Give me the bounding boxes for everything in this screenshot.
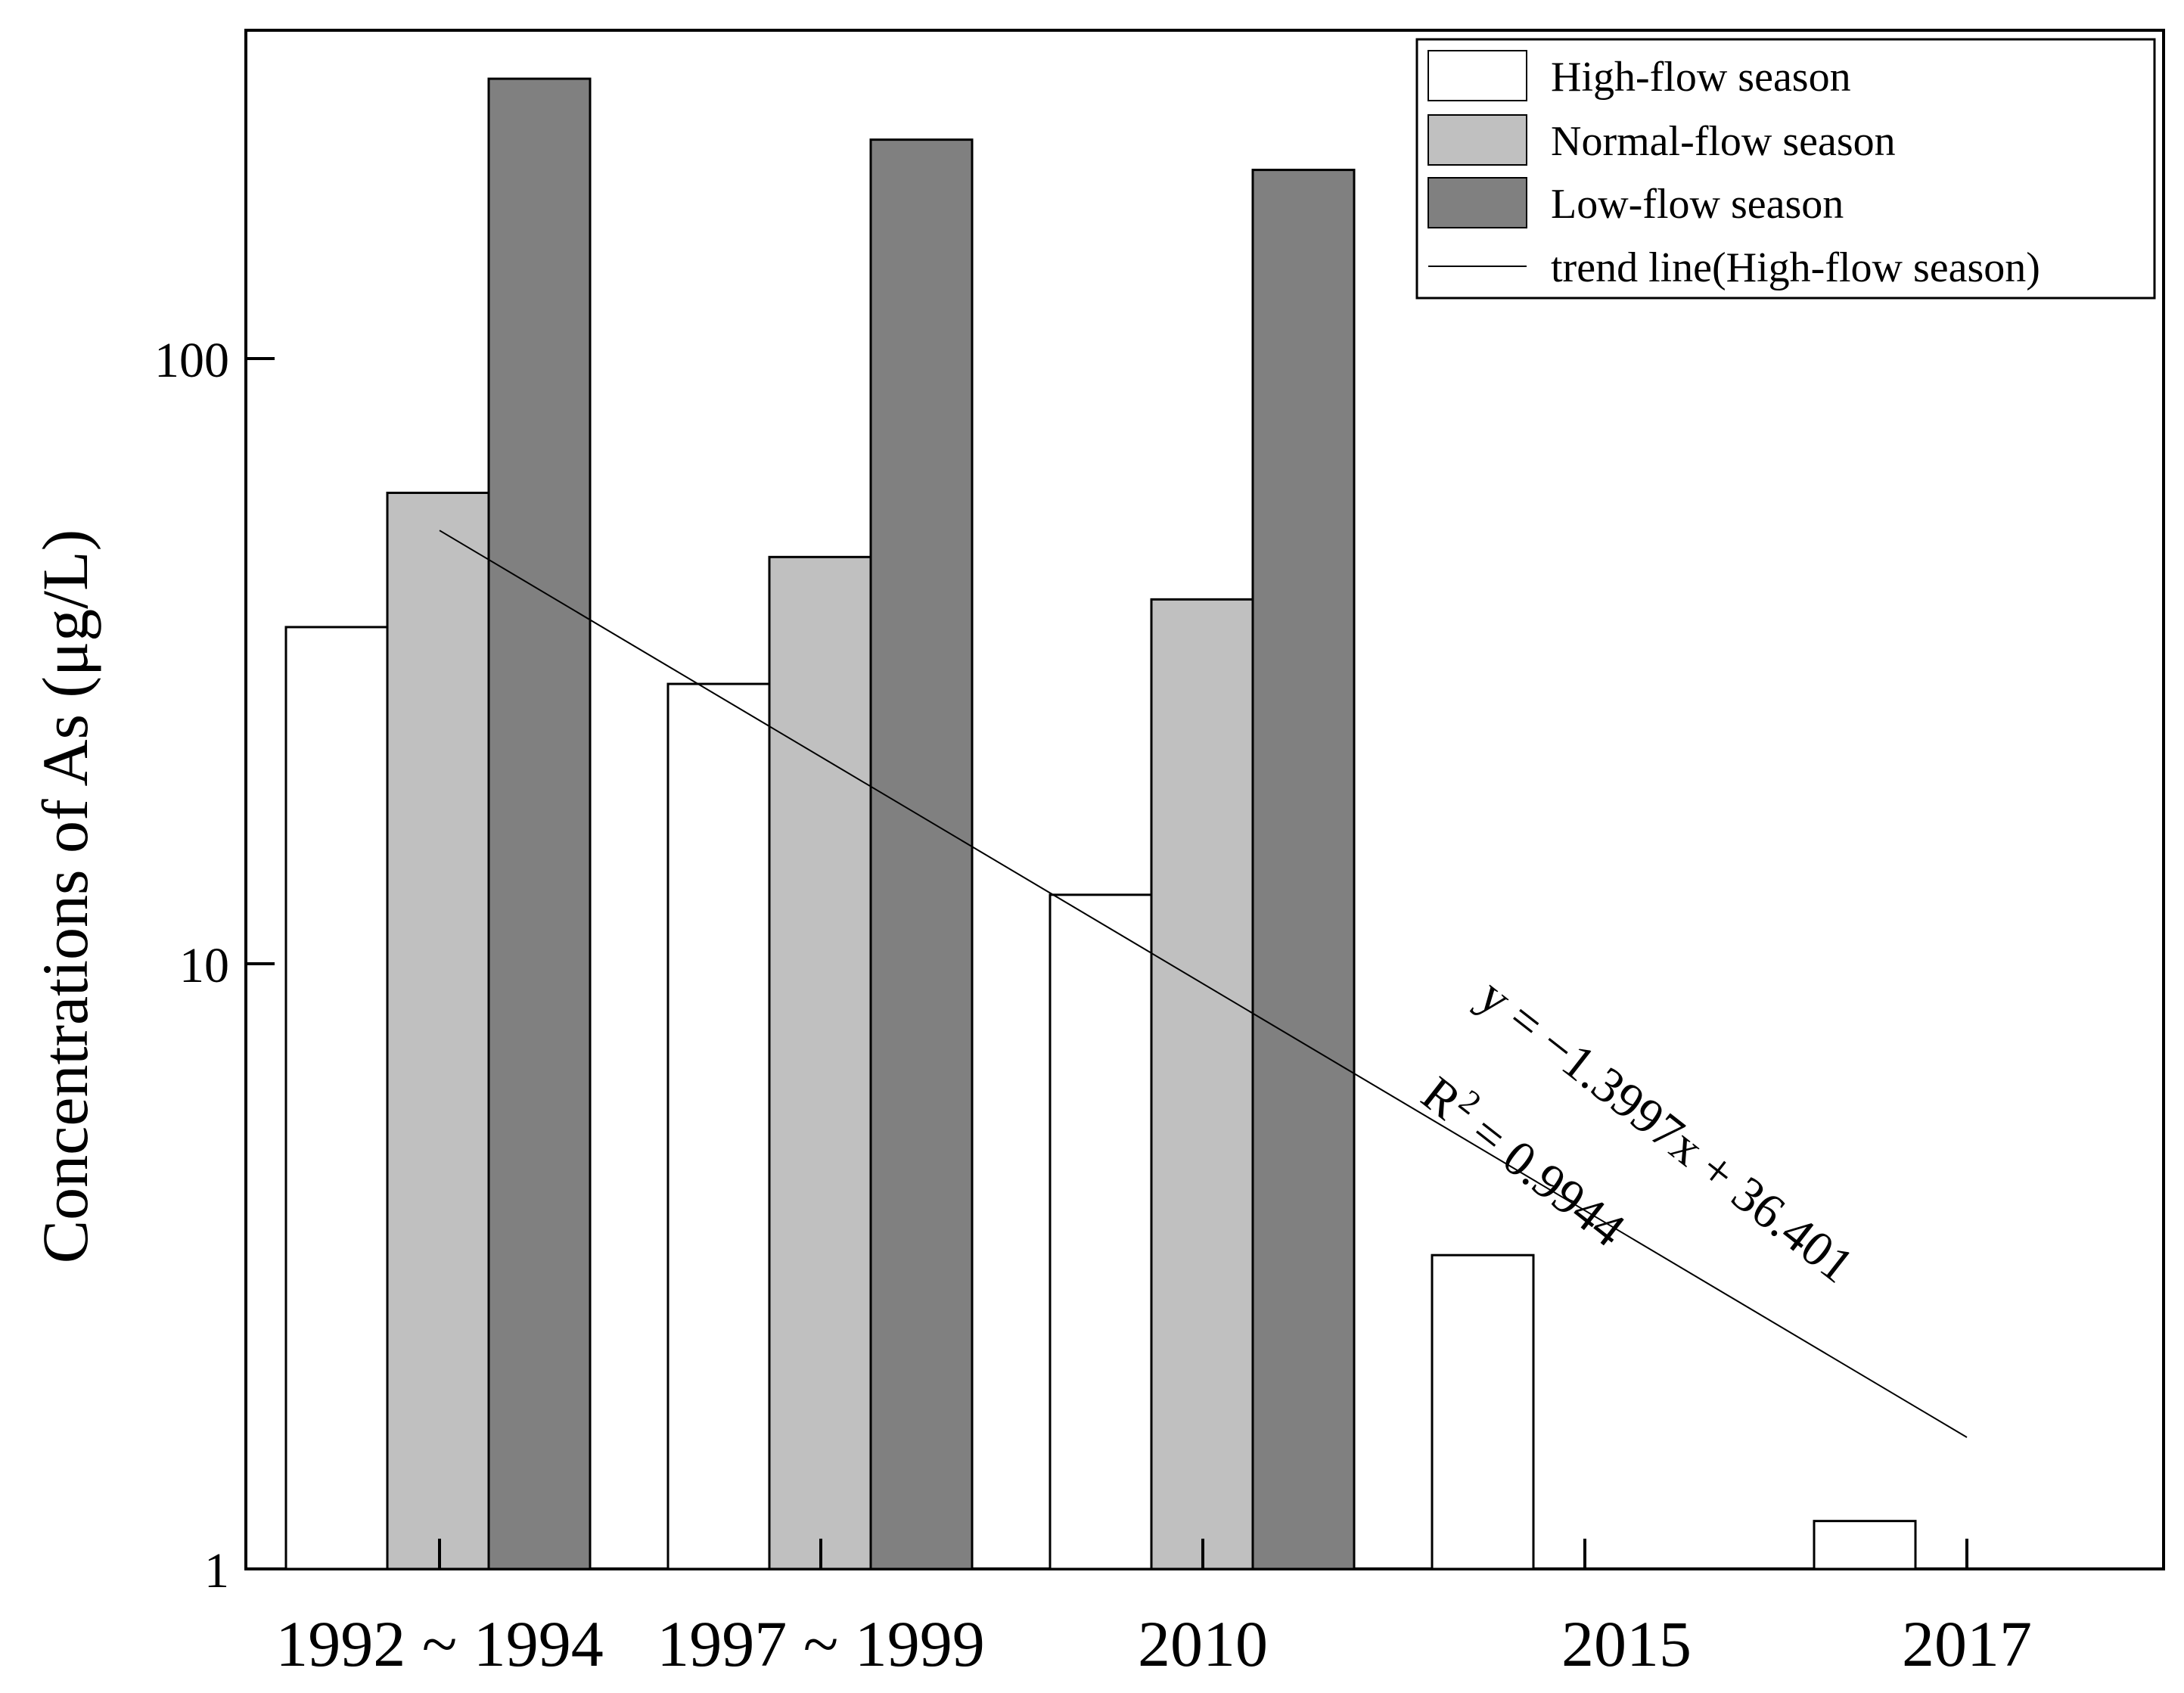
y-tick-label-10: 10 [179, 938, 229, 993]
bar-low-0 [487, 77, 592, 1570]
y-tick-label-100: 100 [154, 333, 229, 388]
legend-label-2: Low-flow season [1551, 181, 1844, 228]
bar-low-2 [1251, 169, 1356, 1570]
bar-high-0 [284, 626, 389, 1570]
legend-swatch-2 [1428, 177, 1527, 228]
bar-normal-0 [386, 491, 490, 1570]
bar-normal-2 [1150, 598, 1254, 1570]
legend-label-0: High-flow season [1551, 54, 1851, 101]
bar-high-1 [666, 682, 771, 1570]
bar-high-3 [1431, 1253, 1535, 1570]
legend-box [1415, 38, 2156, 300]
bar-high-4 [1813, 1520, 1917, 1570]
y-axis-label: Concentrations of As (μg/L) [29, 530, 101, 1263]
x-tick-label-0: 1992 ~ 1994 [275, 1608, 604, 1680]
legend-swatch-0 [1428, 50, 1527, 101]
x-tick-label-2: 2010 [1138, 1608, 1268, 1680]
x-tick-label-4: 2017 [1902, 1608, 2032, 1680]
trend-line [439, 530, 1968, 1438]
legend: High-flow season Normal-flow season Low-fl… [1415, 38, 2156, 300]
bars-group [284, 77, 1917, 1570]
axes-group: 1 10 100 1992 ~ 1994 1997 ~ 1999 2010 2015 2017 [154, 333, 2032, 1680]
x-tick-label-1: 1997 ~ 1999 [657, 1608, 985, 1680]
bar-normal-1 [768, 555, 872, 1570]
bar-high-2 [1049, 893, 1153, 1570]
bar-low-1 [869, 138, 974, 1570]
legend-items: High-flow season Normal-flow season Low-fl… [1428, 50, 2040, 291]
legend-swatch-1 [1428, 114, 1527, 166]
y-tick-label-1: 1 [204, 1543, 229, 1598]
x-tick-label-3: 2015 [1561, 1608, 1692, 1680]
legend-label-1: Normal-flow season [1551, 118, 1896, 165]
legend-label-trend: trend line(High-flow season) [1551, 244, 2040, 291]
